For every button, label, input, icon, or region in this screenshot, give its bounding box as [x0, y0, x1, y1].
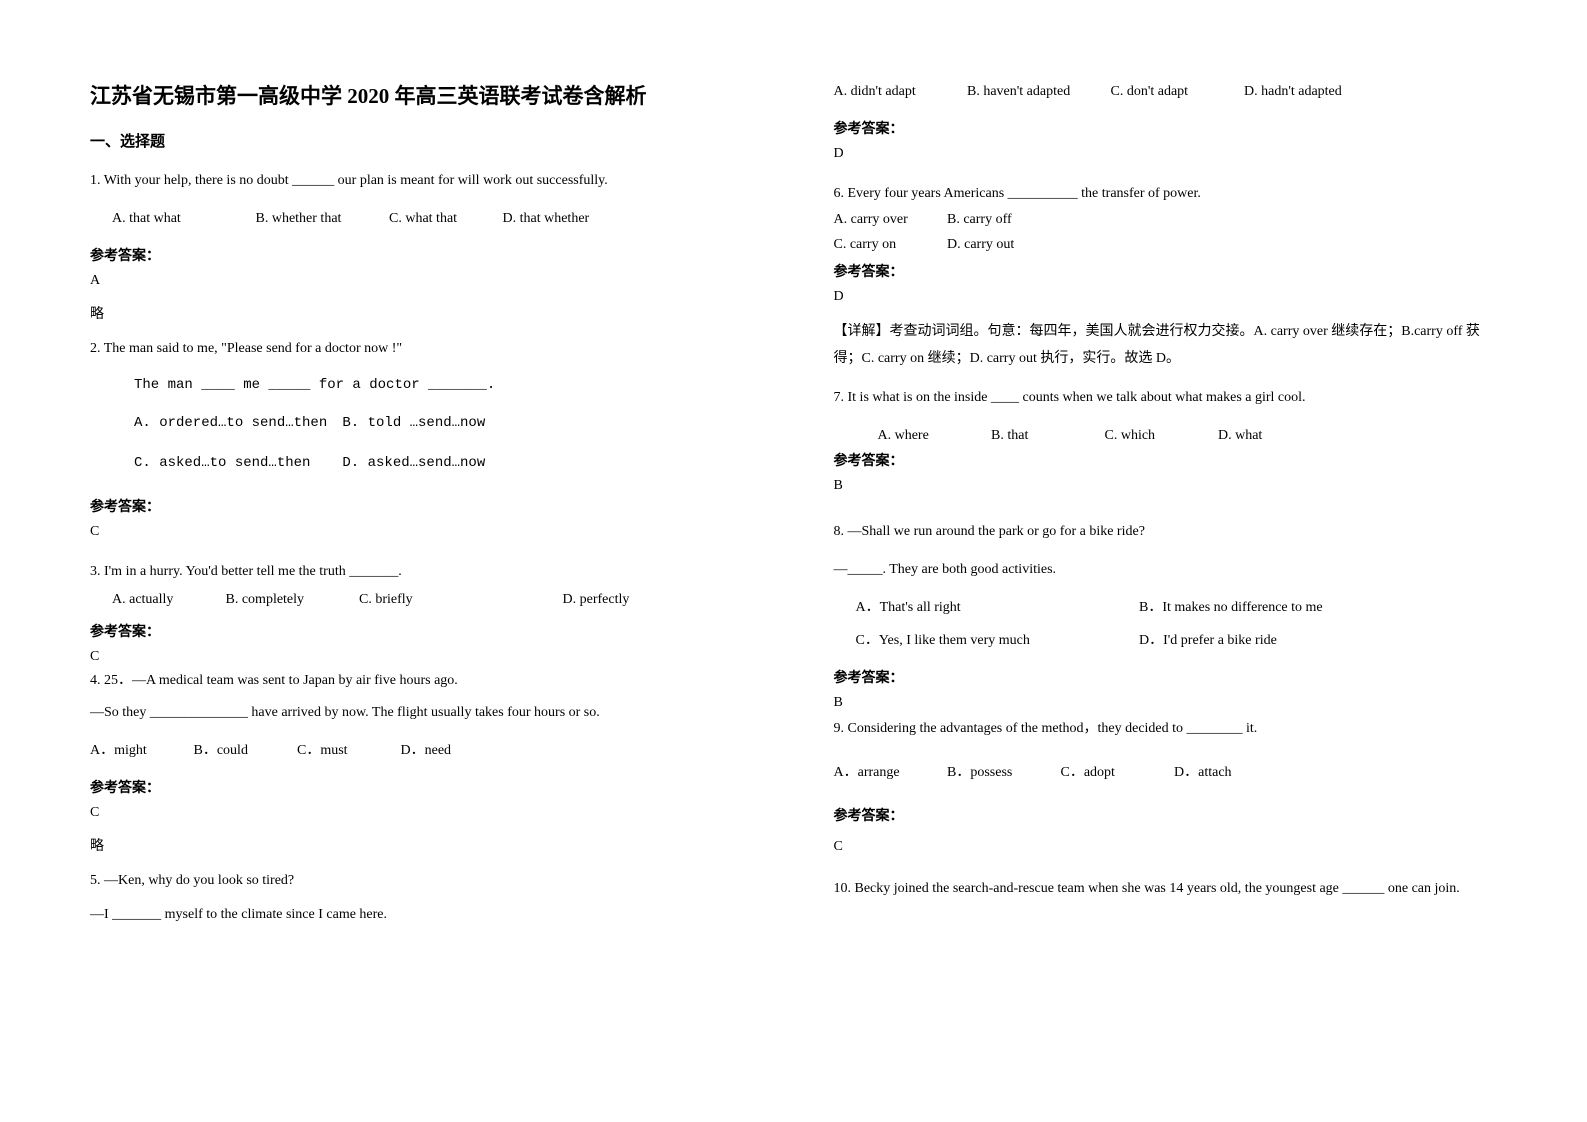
q2-optA: A. ordered…to send…then	[134, 412, 334, 436]
q3-options: A. actually B. completely C. briefly D. …	[90, 588, 754, 612]
q8-optB: B．It makes no difference to me	[1139, 596, 1323, 620]
page-title: 江苏省无锡市第一高级中学 2020 年高三英语联考试卷含解析	[90, 80, 754, 110]
q8-optA: A．That's all right	[856, 596, 1136, 620]
q4-optB: B．could	[194, 739, 294, 763]
q2-options-row1: A. ordered…to send…then B. told …send…no…	[90, 412, 754, 436]
q8-line2: —_____. They are both good activities.	[834, 558, 1498, 582]
section-heading: 一、选择题	[90, 130, 754, 151]
q3-optA: A. actually	[112, 588, 222, 612]
q7-optC: C. which	[1105, 424, 1215, 448]
q5-optB: B. haven't adapted	[967, 80, 1107, 104]
q2-answer-label: 参考答案：	[90, 496, 754, 516]
q4-optD: D．need	[401, 739, 452, 763]
q6-options-row2: C. carry on D. carry out	[834, 233, 1498, 257]
q2-optD: D. asked…send…now	[342, 452, 485, 476]
q3-optD: D. perfectly	[563, 588, 630, 612]
q2-answer: C	[90, 524, 754, 540]
q7-optD: D. what	[1218, 424, 1262, 448]
q1-answer: A	[90, 273, 754, 289]
q10-text: 10. Becky joined the search-and-rescue t…	[834, 875, 1498, 903]
q6-answer-label: 参考答案：	[834, 261, 1498, 281]
q8-optD: D．I'd prefer a bike ride	[1139, 629, 1277, 653]
q5-text: 5. —Ken, why do you look so tired?	[90, 869, 754, 893]
q4-answer: C	[90, 805, 754, 821]
q9-optC: C．adopt	[1061, 761, 1171, 785]
q2-line2: The man ____ me _____ for a doctor _____…	[90, 374, 754, 398]
q2-options-row2: C. asked…to send…then D. asked…send…now	[90, 452, 754, 476]
q7-answer: B	[834, 478, 1498, 494]
q5-optA: A. didn't adapt	[834, 80, 964, 104]
q8-text: 8. —Shall we run around the park or go f…	[834, 520, 1498, 544]
q3-answer: C	[90, 649, 754, 665]
q4-optC: C．must	[297, 739, 397, 763]
q1-optC: C. what that	[389, 207, 499, 231]
q3-answer-label: 参考答案：	[90, 621, 754, 641]
q5-optC: C. don't adapt	[1111, 80, 1241, 104]
right-column: A. didn't adapt B. haven't adapted C. do…	[794, 80, 1498, 1082]
q4-answer-label: 参考答案：	[90, 777, 754, 797]
q9-optB: B．possess	[947, 761, 1057, 785]
q4-options: A．might B．could C．must D．need	[90, 739, 754, 763]
q1-optB: B. whether that	[256, 207, 386, 231]
q5-options: A. didn't adapt B. haven't adapted C. do…	[834, 80, 1498, 104]
q5-answer-label: 参考答案：	[834, 118, 1498, 138]
q9-optA: A．arrange	[834, 761, 944, 785]
q6-optA: A. carry over	[834, 208, 944, 232]
q9-text: 9. Considering the advantages of the met…	[834, 717, 1498, 741]
q2-text: 2. The man said to me, "Please send for …	[90, 337, 754, 361]
q7-answer-label: 参考答案：	[834, 450, 1498, 470]
q2-optC: C. asked…to send…then	[134, 452, 334, 476]
q4-optA: A．might	[90, 739, 190, 763]
q3-optB: B. completely	[226, 588, 356, 612]
q5-answer: D	[834, 146, 1498, 162]
q8-options-row2: C．Yes, I like them very much D．I'd prefe…	[834, 629, 1498, 653]
left-column: 江苏省无锡市第一高级中学 2020 年高三英语联考试卷含解析 一、选择题 1. …	[90, 80, 794, 1082]
q4-note: 略	[90, 835, 754, 855]
q3-optC: C. briefly	[359, 588, 559, 612]
q6-optD: D. carry out	[947, 233, 1014, 257]
q4-line2: —So they ______________ have arrived by …	[90, 701, 754, 725]
q8-answer-label: 参考答案：	[834, 667, 1498, 687]
q6-options-row1: A. carry over B. carry off	[834, 208, 1498, 232]
q7-text: 7. It is what is on the inside ____ coun…	[834, 386, 1498, 410]
q9-answer: C	[834, 839, 1498, 855]
q1-answer-label: 参考答案：	[90, 245, 754, 265]
q5-line2: —I _______ myself to the climate since I…	[90, 903, 754, 927]
q8-optC: C．Yes, I like them very much	[856, 629, 1136, 653]
q1-optA: A. that what	[112, 207, 252, 231]
q9-optD: D．attach	[1174, 761, 1232, 785]
q5-optD: D. hadn't adapted	[1244, 80, 1342, 104]
q7-options: A. where B. that C. which D. what	[834, 424, 1498, 448]
q7-optB: B. that	[991, 424, 1101, 448]
q9-answer-label: 参考答案：	[834, 805, 1498, 825]
q2-optB: B. told …send…now	[342, 412, 485, 436]
q1-options: A. that what B. whether that C. what tha…	[90, 207, 754, 231]
q6-optC: C. carry on	[834, 233, 944, 257]
q3-text: 3. I'm in a hurry. You'd better tell me …	[90, 560, 754, 584]
q8-options-row1: A．That's all right B．It makes no differe…	[834, 596, 1498, 620]
q4-text: 4. 25．—A medical team was sent to Japan …	[90, 669, 754, 693]
q1-note: 略	[90, 303, 754, 323]
q7-optA: A. where	[878, 424, 988, 448]
q1-optD: D. that whether	[503, 207, 590, 231]
q6-text: 6. Every four years Americans __________…	[834, 182, 1498, 206]
q6-explain: 【详解】考查动词词组。句意：每四年，美国人就会进行权力交接。A. carry o…	[834, 319, 1498, 372]
q6-optB: B. carry off	[947, 208, 1012, 232]
q1-text: 1. With your help, there is no doubt ___…	[90, 169, 754, 193]
q9-options: A．arrange B．possess C．adopt D．attach	[834, 761, 1498, 785]
q8-answer: B	[834, 695, 1498, 711]
q6-answer: D	[834, 289, 1498, 305]
